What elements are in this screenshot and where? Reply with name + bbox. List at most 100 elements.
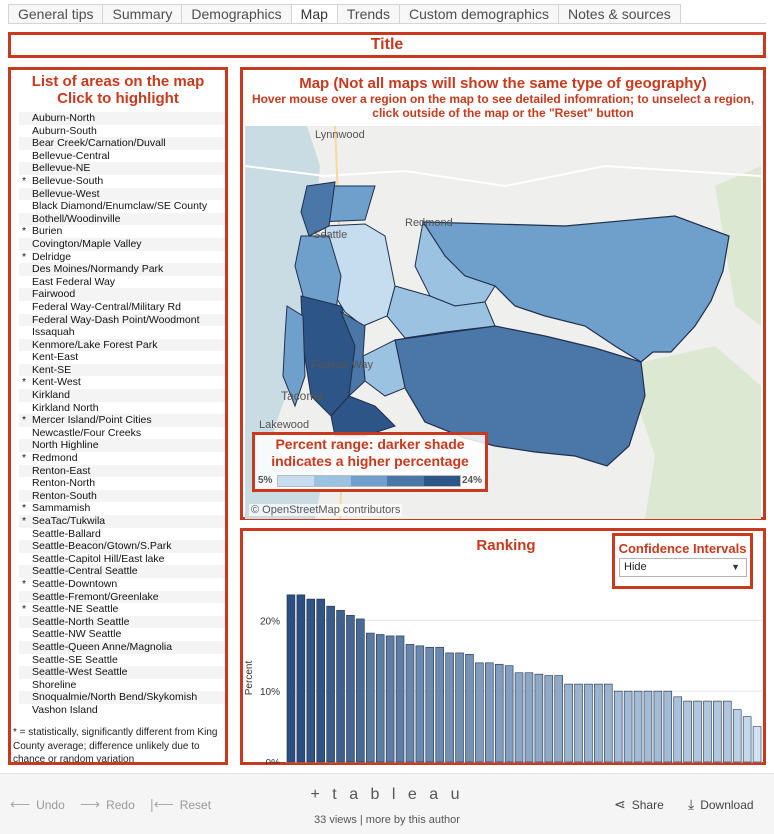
list-item[interactable]: Seattle-Central Seattle xyxy=(19,565,225,578)
list-item[interactable]: Shoreline xyxy=(19,679,225,692)
ranking-bar[interactable] xyxy=(713,700,722,763)
ranking-bar[interactable] xyxy=(306,598,316,763)
ranking-bar[interactable] xyxy=(653,690,663,763)
list-item[interactable]: * Seattle-NE Seattle xyxy=(19,603,225,616)
ranking-bar[interactable] xyxy=(574,683,583,763)
ranking-bar[interactable] xyxy=(375,634,385,763)
list-item[interactable]: * Redmond xyxy=(19,452,225,465)
list-item[interactable]: Black Diamond/Enumclaw/SE County xyxy=(19,200,225,213)
list-item[interactable]: Seattle-Ballard xyxy=(19,528,225,541)
undo-button[interactable]: ⟵ Undo xyxy=(10,796,65,813)
tab-custom-demographics[interactable]: Custom demographics xyxy=(399,4,560,24)
share-button[interactable]: ⋖ Share xyxy=(614,796,664,813)
ranking-bar[interactable] xyxy=(564,683,573,763)
list-item[interactable]: * SeaTac/Tukwila xyxy=(19,515,225,528)
list-item[interactable]: Seattle-NW Seattle xyxy=(19,628,225,641)
list-item[interactable]: Renton-North xyxy=(19,477,225,490)
ranking-bar[interactable] xyxy=(485,662,494,763)
ranking-bar[interactable] xyxy=(336,610,345,763)
list-item[interactable]: East Federal Way xyxy=(19,276,225,289)
ranking-bar[interactable] xyxy=(385,635,395,763)
list-item[interactable]: Vashon Island xyxy=(19,704,225,717)
list-item[interactable]: * Kent-West xyxy=(19,376,225,389)
list-item[interactable]: Seattle-SE Seattle xyxy=(19,654,225,667)
ranking-bar[interactable] xyxy=(723,700,732,763)
tab-trends[interactable]: Trends xyxy=(337,4,400,24)
ranking-bar[interactable] xyxy=(594,683,603,763)
ranking-bar[interactable] xyxy=(415,645,425,763)
list-item[interactable]: Covington/Maple Valley xyxy=(19,237,225,251)
ranking-bar[interactable] xyxy=(494,663,504,763)
ranking-bar[interactable] xyxy=(544,675,554,763)
ranking-bar[interactable] xyxy=(395,635,405,763)
tab-map[interactable]: Map xyxy=(291,4,338,24)
reset-button[interactable]: |⟵ Reset xyxy=(150,796,211,813)
ranking-bar[interactable] xyxy=(286,594,296,763)
views-count[interactable]: 33 views | more by this author xyxy=(314,814,460,826)
ranking-bar[interactable] xyxy=(455,652,464,763)
region-sammamish-issaquah[interactable] xyxy=(386,285,496,339)
ranking-bar[interactable] xyxy=(633,690,643,763)
ranking-bar[interactable] xyxy=(643,690,653,763)
ranking-bar[interactable] xyxy=(732,709,742,763)
ranking-bar[interactable] xyxy=(663,690,673,763)
list-item[interactable]: * Delridge xyxy=(19,251,225,264)
list-item[interactable]: Bellevue-NE xyxy=(19,162,225,175)
list-item[interactable]: Seattle-Capitol Hill/East lake xyxy=(19,553,225,566)
tab-notes-sources[interactable]: Notes & sources xyxy=(559,4,681,24)
ranking-bar[interactable] xyxy=(405,644,415,763)
ranking-bar[interactable] xyxy=(326,605,335,763)
list-item[interactable]: Seattle-Queen Anne/Magnolia xyxy=(19,640,225,654)
ranking-bar[interactable] xyxy=(425,646,435,763)
ranking-bar[interactable] xyxy=(524,672,534,763)
ranking-bar[interactable] xyxy=(604,683,613,763)
list-item[interactable]: Kirkland North xyxy=(19,402,225,415)
ranking-bar[interactable] xyxy=(504,665,514,763)
list-item[interactable]: Renton-East xyxy=(19,464,225,478)
ranking-bar[interactable] xyxy=(356,618,365,763)
list-item[interactable]: Bear Creek/Carnation/Duvall xyxy=(19,137,225,150)
ranking-bar[interactable] xyxy=(435,646,444,763)
list-item[interactable]: * Burien xyxy=(19,225,225,238)
list-item[interactable]: Federal Way-Central/Military Rd xyxy=(19,301,225,314)
list-item[interactable]: Auburn-South xyxy=(19,125,225,138)
list-item[interactable]: Kenmore/Lake Forest Park xyxy=(19,338,225,352)
tab-demographics[interactable]: Demographics xyxy=(182,4,292,24)
ranking-bar[interactable] xyxy=(683,700,692,763)
redo-button[interactable]: ⟶ Redo xyxy=(80,796,135,813)
ranking-bar[interactable] xyxy=(475,662,484,763)
ranking-bar[interactable] xyxy=(316,598,325,763)
ranking-bar[interactable] xyxy=(673,696,682,763)
ranking-bar[interactable] xyxy=(296,594,306,763)
list-item[interactable]: * Mercer Island/Point Cities xyxy=(19,414,225,427)
list-item[interactable]: Issaquah xyxy=(19,326,225,339)
list-item[interactable]: Bothell/Woodinville xyxy=(19,212,225,226)
ranking-bar[interactable] xyxy=(445,652,454,763)
list-item[interactable]: Seattle-West Seattle xyxy=(19,666,225,679)
ranking-bar[interactable] xyxy=(742,716,752,763)
ranking-bar[interactable] xyxy=(623,690,633,763)
list-item[interactable]: Newcastle/Four Creeks xyxy=(19,427,225,440)
ci-dropdown[interactable]: Hide ▼ xyxy=(619,558,747,577)
tab-general-tips[interactable]: General tips xyxy=(8,4,104,24)
list-item[interactable]: * Bellevue-South xyxy=(19,175,225,188)
ranking-bar[interactable] xyxy=(703,700,712,763)
ranking-bar[interactable] xyxy=(613,690,623,763)
list-item[interactable]: Bellevue-West xyxy=(19,187,225,201)
list-item[interactable]: Federal Way-Dash Point/Woodmont xyxy=(19,313,225,327)
list-item[interactable]: * Seattle-Downtown xyxy=(19,578,225,591)
region-covington-maple-valley[interactable] xyxy=(362,339,406,397)
list-item[interactable]: Bellevue-Central xyxy=(19,150,225,163)
ranking-bar[interactable] xyxy=(366,632,375,763)
region-seattle-north[interactable] xyxy=(300,181,336,237)
ranking-bar[interactable] xyxy=(752,726,762,763)
list-item[interactable]: Kent-SE xyxy=(19,363,225,377)
ranking-bar[interactable] xyxy=(534,673,544,763)
ranking-bar[interactable] xyxy=(465,654,474,763)
list-item[interactable]: Des Moines/Normandy Park xyxy=(19,263,225,276)
download-button[interactable]: ⤓ Download xyxy=(688,796,754,813)
region-renton[interactable] xyxy=(339,310,366,398)
ranking-bar[interactable] xyxy=(346,615,355,763)
ranking-bar[interactable] xyxy=(554,675,563,763)
ranking-bar[interactable] xyxy=(693,700,702,763)
